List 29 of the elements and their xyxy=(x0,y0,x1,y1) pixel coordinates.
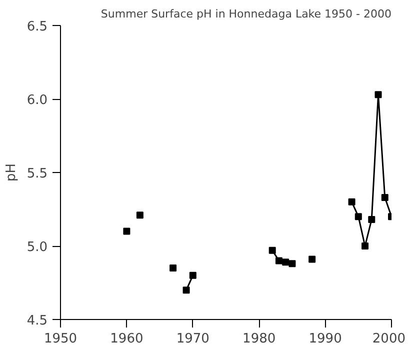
y-tick-label: 6.0 xyxy=(26,93,48,108)
point xyxy=(268,246,276,254)
x-tick-label: 1980 xyxy=(242,332,276,346)
point xyxy=(136,212,144,219)
point xyxy=(123,228,130,235)
x-tick-label: 1960 xyxy=(110,332,144,346)
y-axis-title: pH xyxy=(4,163,19,182)
x-tick-label: 2000 xyxy=(372,332,406,346)
x-tick-label: 1950 xyxy=(44,332,78,346)
point xyxy=(189,272,196,279)
y-tick-label: 5.0 xyxy=(26,240,48,255)
y-tick-label: 6.5 xyxy=(26,20,48,34)
y-tick-label: 5.5 xyxy=(26,166,48,182)
chart-title: Summer Surface pH in Honnedaga Lake 1950 - 2000 xyxy=(100,8,392,20)
point xyxy=(288,260,296,268)
y-tick-label: 4.5 xyxy=(26,314,48,328)
point xyxy=(362,242,369,250)
point xyxy=(308,256,316,263)
x-tick-label: 1970 xyxy=(176,332,210,346)
point xyxy=(170,264,177,272)
point xyxy=(348,198,356,206)
point xyxy=(282,258,290,266)
point xyxy=(368,216,376,224)
x-tick-label: 1990 xyxy=(308,332,342,346)
point xyxy=(354,213,362,220)
point xyxy=(381,194,388,201)
point xyxy=(374,91,382,98)
point xyxy=(275,257,282,264)
point xyxy=(182,286,190,294)
